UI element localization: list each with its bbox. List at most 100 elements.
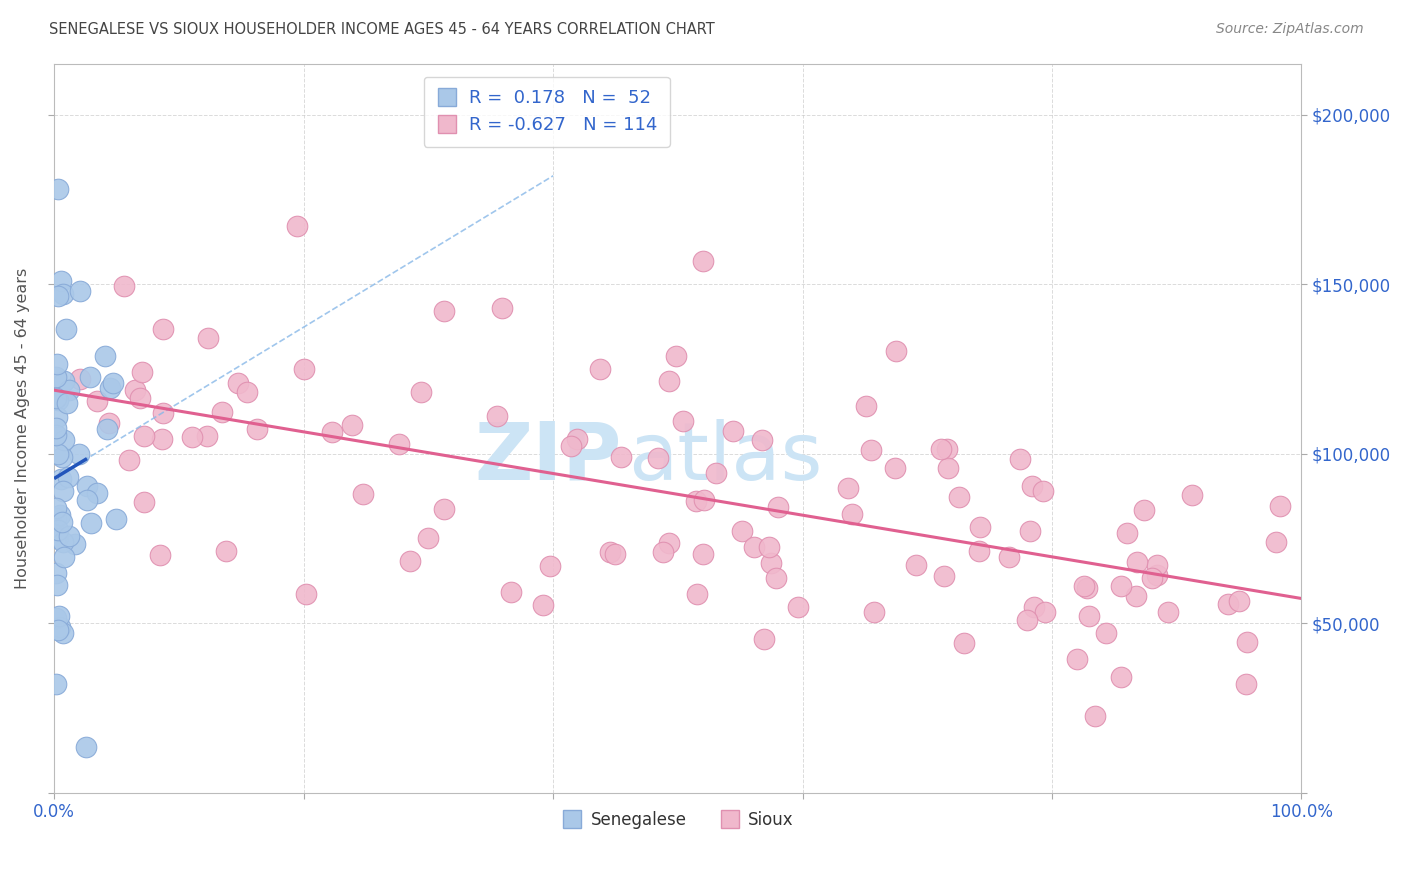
Point	[128, 391, 150, 405]
Point	[672, 414, 695, 428]
Point	[1094, 625, 1116, 640]
Point	[76, 740, 98, 755]
Point	[45, 677, 67, 691]
Point	[53, 549, 76, 564]
Point	[589, 362, 612, 376]
Point	[1157, 605, 1180, 619]
Point	[67, 446, 90, 460]
Point	[46, 532, 69, 546]
Point	[936, 461, 959, 475]
Legend: Senegalese, Sioux: Senegalese, Sioux	[555, 804, 800, 835]
Point	[226, 376, 249, 390]
Point	[285, 219, 308, 233]
Point	[48, 508, 70, 523]
Point	[51, 450, 73, 465]
Y-axis label: Householder Income Ages 45 - 64 years: Householder Income Ages 45 - 64 years	[15, 268, 30, 589]
Point	[134, 494, 156, 508]
Point	[658, 535, 681, 549]
Point	[86, 486, 108, 500]
Point	[1066, 652, 1088, 666]
Point	[934, 569, 956, 583]
Point	[855, 399, 877, 413]
Point	[46, 409, 69, 424]
Point	[693, 492, 716, 507]
Point	[1227, 594, 1250, 608]
Point	[134, 429, 156, 443]
Point	[1146, 568, 1168, 582]
Point	[433, 303, 456, 318]
Point	[603, 547, 626, 561]
Point	[46, 623, 69, 637]
Point	[215, 544, 238, 558]
Point	[665, 349, 688, 363]
Point	[841, 507, 863, 521]
Point	[96, 421, 118, 435]
Point	[45, 611, 67, 625]
Point	[148, 548, 170, 562]
Point	[1140, 571, 1163, 585]
Point	[936, 442, 959, 456]
Point	[1218, 597, 1240, 611]
Point	[112, 278, 135, 293]
Point	[1008, 451, 1031, 466]
Point	[531, 599, 554, 613]
Point	[46, 392, 69, 407]
Point	[321, 425, 343, 439]
Point	[863, 605, 886, 619]
Point	[195, 428, 218, 442]
Point	[905, 558, 928, 573]
Point	[58, 384, 80, 398]
Point	[1270, 500, 1292, 514]
Point	[236, 385, 259, 400]
Point	[837, 481, 859, 495]
Point	[1234, 677, 1257, 691]
Point	[52, 535, 75, 549]
Point	[651, 544, 673, 558]
Point	[766, 500, 789, 514]
Point	[46, 446, 69, 460]
Point	[969, 519, 991, 533]
Point	[45, 370, 67, 384]
Point	[45, 510, 67, 524]
Point	[52, 374, 75, 388]
Point	[86, 394, 108, 409]
Text: atlas: atlas	[628, 418, 823, 497]
Point	[45, 427, 67, 442]
Point	[742, 540, 765, 554]
Point	[1116, 526, 1139, 541]
Point	[49, 620, 72, 634]
Point	[58, 529, 80, 543]
Point	[197, 331, 219, 345]
Point	[787, 600, 810, 615]
Point	[69, 372, 91, 386]
Point	[45, 500, 67, 515]
Point	[647, 451, 669, 466]
Point	[433, 502, 456, 516]
Point	[1033, 605, 1056, 619]
Point	[1073, 579, 1095, 593]
Point	[883, 461, 905, 475]
Point	[704, 466, 727, 480]
Point	[1077, 608, 1099, 623]
Point	[929, 442, 952, 457]
Point	[399, 554, 422, 568]
Point	[1032, 484, 1054, 499]
Point	[79, 370, 101, 384]
Point	[1024, 599, 1046, 614]
Point	[731, 524, 754, 538]
Point	[246, 422, 269, 436]
Point	[56, 470, 79, 484]
Point	[53, 433, 76, 447]
Point	[1021, 479, 1043, 493]
Point	[599, 545, 621, 559]
Point	[1109, 579, 1132, 593]
Point	[953, 636, 976, 650]
Point	[52, 287, 75, 301]
Text: ZIP: ZIP	[474, 418, 621, 497]
Point	[76, 492, 98, 507]
Point	[388, 437, 411, 451]
Point	[1126, 555, 1149, 569]
Point	[948, 490, 970, 504]
Point	[686, 587, 709, 601]
Point	[491, 301, 513, 316]
